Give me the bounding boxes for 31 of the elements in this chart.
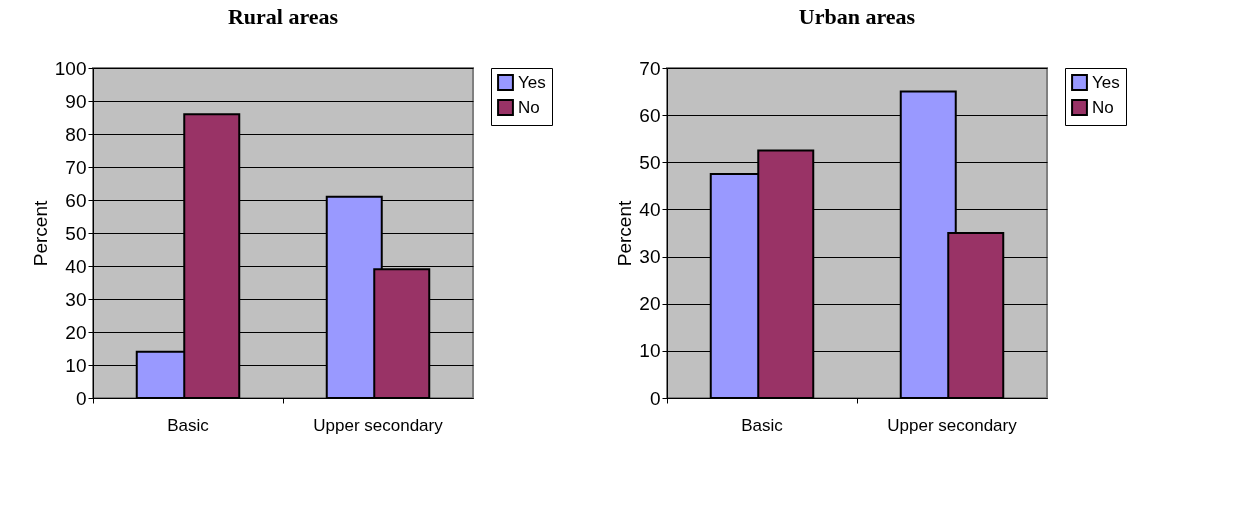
y-tick-label: 40 [639,198,661,220]
legend-label: Yes [1092,72,1120,92]
y-tick-label: 30 [639,246,661,268]
chart-title: Urban areas [798,4,916,29]
y-tick-label: 50 [639,151,661,173]
y-tick-label: 10 [639,340,661,362]
y-axis-title: Percent [29,200,51,267]
y-tick-label: 50 [65,222,87,244]
legend-label: No [518,97,540,117]
x-tick-label: Upper secondary [887,415,1018,435]
x-tick-label: Basic [167,415,210,435]
y-tick-label: 40 [65,255,87,277]
y-tick-label: 0 [75,387,87,409]
y-axis-title: Percent [614,200,636,267]
y-tick-label: 100 [54,57,87,79]
y-tick-label: 10 [65,354,87,376]
y-tick-label: 70 [65,156,87,178]
y-tick-label: 60 [65,189,87,211]
y-tick-label: 0 [649,387,661,409]
x-tick-label: Upper secondary [313,415,444,435]
x-tick-label: Basic [741,415,784,435]
y-tick-label: 90 [65,90,87,112]
y-tick-label: 80 [65,123,87,145]
y-tick-label: 60 [639,104,661,126]
legend-label: No [1092,97,1114,117]
legend-label: Yes [518,72,546,92]
y-tick-label: 30 [65,288,87,310]
chart-title: Rural areas [227,4,339,29]
y-tick-label: 70 [639,57,661,79]
y-tick-label: 20 [65,321,87,343]
y-tick-label: 20 [639,293,661,315]
